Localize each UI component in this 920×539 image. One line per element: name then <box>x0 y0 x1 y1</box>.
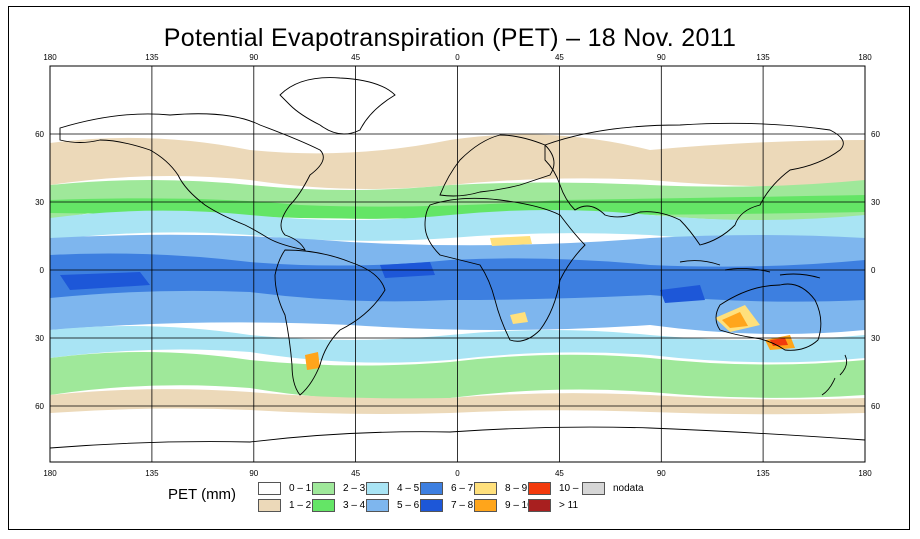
bottom-longitude-tick: 90 <box>657 469 666 478</box>
bottom-longitude-tick: 45 <box>555 469 564 478</box>
left-latitude-tick: 60 <box>35 402 44 411</box>
legend-item: 1 – 2 <box>258 499 311 512</box>
legend-item: 7 – 8 <box>420 499 473 512</box>
bottom-longitude-tick: 90 <box>249 469 258 478</box>
map-title: Potential Evapotranspiration (PET) – 18 … <box>163 24 737 52</box>
top-longitude-tick: 180 <box>43 53 57 62</box>
legend-item: nodata <box>582 482 644 495</box>
right-latitude-tick: 30 <box>871 334 880 343</box>
left-latitude-tick: 60 <box>35 130 44 139</box>
coastlines <box>50 77 865 449</box>
top-longitude-tick: 45 <box>555 53 564 62</box>
bottom-longitude-tick: 135 <box>145 469 159 478</box>
legend-item-label: > 11 <box>559 500 578 511</box>
legend-item: 5 – 6 <box>366 499 419 512</box>
legend-item-label: 7 – 8 <box>451 500 474 511</box>
right-latitude-tick: 30 <box>871 198 880 207</box>
legend-swatch <box>312 499 335 512</box>
top-longitude-tick: 135 <box>756 53 770 62</box>
legend-swatch <box>474 499 497 512</box>
top-longitude-tick: 180 <box>858 53 872 62</box>
bottom-longitude-tick: 0 <box>455 469 460 478</box>
legend-item-label: 8 – 9 <box>505 483 528 494</box>
right-latitude-tick: 60 <box>871 130 880 139</box>
legend-item-label: nodata <box>613 483 644 494</box>
top-longitude-tick: 90 <box>657 53 666 62</box>
legend-item-label: 10 – 11 <box>559 483 592 494</box>
bottom-longitude-tick: 180 <box>43 469 57 478</box>
legend-item-label: 9 – 10 <box>505 500 533 511</box>
legend-swatch <box>582 482 605 495</box>
left-latitude-tick: 30 <box>35 334 44 343</box>
bottom-longitude-tick: 45 <box>351 469 360 478</box>
left-latitude-tick: 30 <box>35 198 44 207</box>
legend-swatch <box>366 482 389 495</box>
legend-item: 8 – 9 <box>474 482 527 495</box>
left-latitude-tick: 0 <box>40 266 45 275</box>
top-longitude-tick: 0 <box>455 53 460 62</box>
legend-item-label: 2 – 3 <box>343 483 366 494</box>
top-longitude-tick: 135 <box>145 53 159 62</box>
legend-item: > 11 <box>528 499 578 512</box>
legend-title: PET (mm) <box>168 486 237 503</box>
legend-item: 2 – 3 <box>312 482 365 495</box>
axis-ticks: 180 180 135 135 90 90 45 45 0 0 45 45 90 90 135 135 180 1… <box>35 53 880 478</box>
legend-item-label: 4 – 5 <box>397 483 420 494</box>
legend-item-label: 5 – 6 <box>397 500 420 511</box>
legend-item: 0 – 1 <box>258 482 311 495</box>
legend-swatch <box>528 499 551 512</box>
legend-item: 3 – 4 <box>312 499 365 512</box>
right-latitude-tick: 0 <box>871 266 876 275</box>
legend-swatch <box>420 499 443 512</box>
legend-item-label: 0 – 1 <box>289 483 312 494</box>
legend-item: 10 – 11 <box>528 482 592 495</box>
legend-item-label: 6 – 7 <box>451 483 474 494</box>
legend-item-label: 1 – 2 <box>289 500 312 511</box>
legend-swatch <box>258 482 281 495</box>
bottom-longitude-tick: 180 <box>858 469 872 478</box>
legend-item: 4 – 5 <box>366 482 419 495</box>
top-longitude-tick: 45 <box>351 53 360 62</box>
right-latitude-tick: 60 <box>871 402 880 411</box>
legend-swatch <box>528 482 551 495</box>
legend-swatch <box>258 499 281 512</box>
figure-frame <box>8 6 910 530</box>
legend-swatch <box>474 482 497 495</box>
graticule <box>50 66 865 462</box>
legend-swatch <box>366 499 389 512</box>
legend-item: 9 – 10 <box>474 499 533 512</box>
top-longitude-tick: 90 <box>249 53 258 62</box>
bottom-longitude-tick: 135 <box>756 469 770 478</box>
legend-item: 6 – 7 <box>420 482 473 495</box>
legend-swatch <box>420 482 443 495</box>
legend-swatch <box>312 482 335 495</box>
map-border <box>49 65 866 463</box>
legend-item-label: 3 – 4 <box>343 500 366 511</box>
